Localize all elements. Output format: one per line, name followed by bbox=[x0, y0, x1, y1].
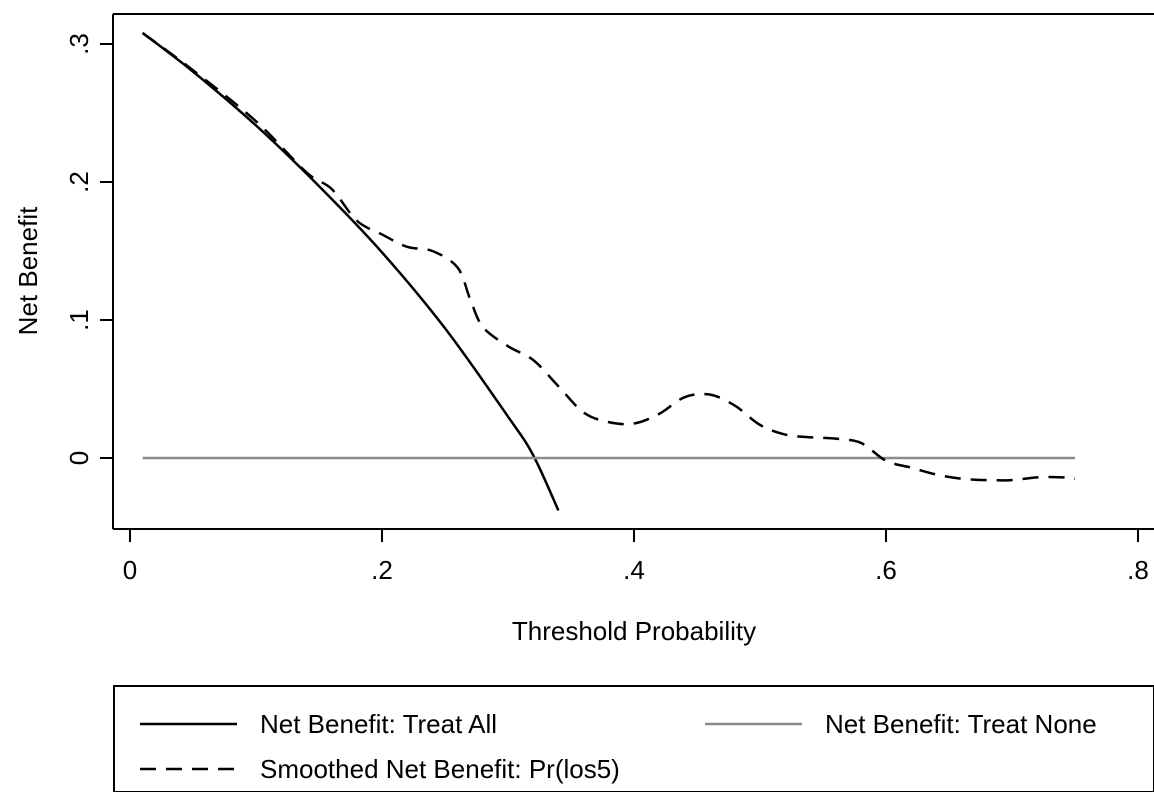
legend-label-treat-all: Net Benefit: Treat All bbox=[260, 709, 497, 739]
legend-label-smoothed: Smoothed Net Benefit: Pr(los5) bbox=[260, 754, 620, 784]
x-tick-label: 0 bbox=[123, 555, 137, 585]
x-tick-label: .8 bbox=[1127, 555, 1149, 585]
x-axis-title: Threshold Probability bbox=[512, 616, 756, 646]
series-line-treat-all bbox=[141, 31, 560, 511]
x-tick-label: .6 bbox=[875, 555, 897, 585]
y-tick-label: .3 bbox=[64, 33, 94, 55]
x-tick-label: .2 bbox=[371, 555, 393, 585]
legend-box bbox=[113, 685, 1154, 792]
y-tick-label: .2 bbox=[64, 171, 94, 193]
series-layer bbox=[141, 31, 1076, 511]
legend-label-treat-none: Net Benefit: Treat None bbox=[825, 709, 1097, 739]
y-tick-label: .1 bbox=[64, 309, 94, 331]
y-tick-label: 0 bbox=[64, 451, 94, 465]
y-axis-title: Net Benefit bbox=[13, 206, 43, 335]
y-ticks: 0 .1 .2 .3 bbox=[64, 33, 113, 465]
series-line-smoothed bbox=[141, 31, 1076, 482]
legend: Net Benefit: Treat All Net Benefit: Trea… bbox=[113, 685, 1154, 792]
x-ticks: 0 .2 .4 .6 .8 bbox=[123, 529, 1149, 585]
x-tick-label: .4 bbox=[623, 555, 645, 585]
